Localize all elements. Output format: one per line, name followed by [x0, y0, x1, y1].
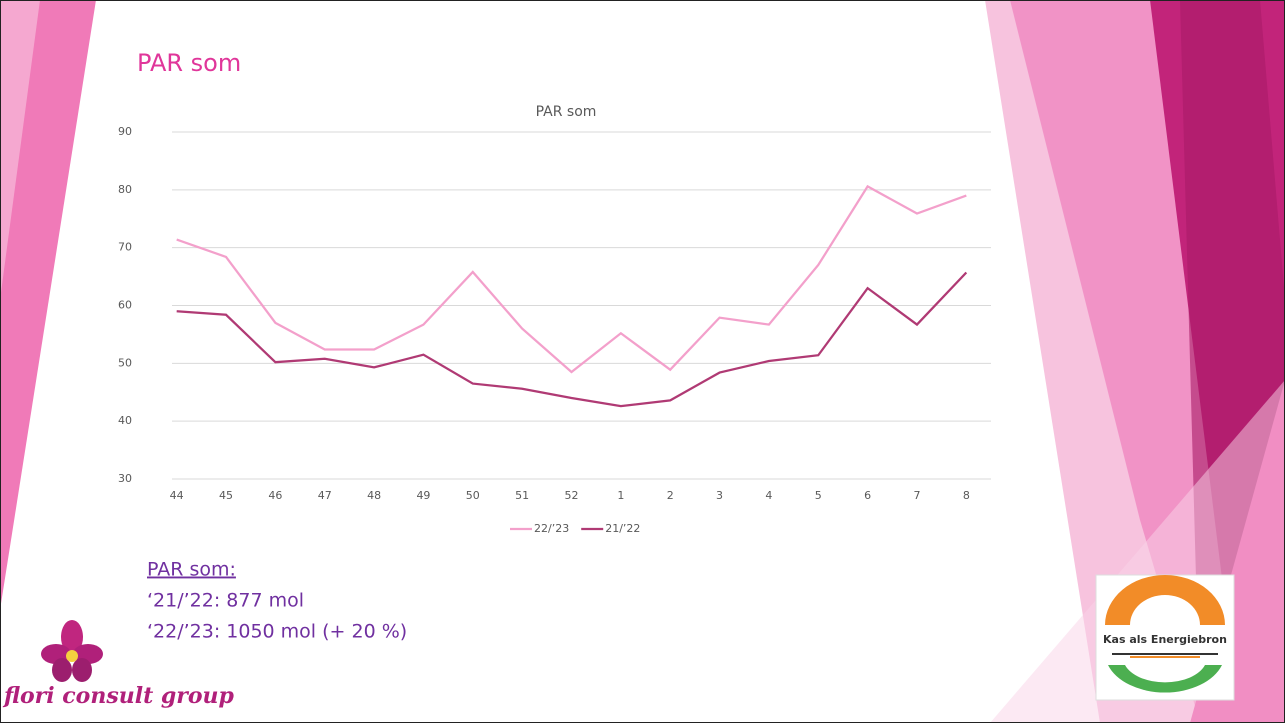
notes-heading: PAR som:	[147, 559, 236, 581]
right-logo	[1095, 574, 1235, 701]
notes-line: ‘21/’22: 877 mol	[147, 590, 304, 612]
x-tick-label: 44	[170, 489, 184, 502]
x-tick-label: 4	[765, 489, 772, 502]
x-tick-label: 7	[913, 489, 920, 502]
y-tick-label: 40	[118, 414, 132, 427]
x-tick-label: 45	[219, 489, 233, 502]
legend-label: 22/’23	[534, 522, 569, 535]
notes-line: ‘22/’23: 1050 mol (+ 20 %)	[147, 621, 407, 643]
x-tick-label: 1	[617, 489, 624, 502]
y-tick-label: 90	[118, 125, 132, 138]
left-logo-text: flori consult group	[2, 683, 235, 709]
decor-left2	[0, 0, 40, 300]
series-line	[176, 184, 967, 374]
x-tick-label: 8	[963, 489, 970, 502]
y-tick-label: 50	[118, 356, 132, 369]
x-tick-label: 51	[515, 489, 529, 502]
legend-label: 21/’22	[605, 522, 640, 535]
y-tick-label: 60	[118, 299, 132, 312]
x-tick-label: 48	[367, 489, 381, 502]
x-tick-label: 46	[268, 489, 282, 502]
x-tick-label: 49	[416, 489, 430, 502]
series-line	[176, 271, 968, 408]
x-tick-label: 47	[318, 489, 332, 502]
x-tick-label: 3	[716, 489, 723, 502]
x-tick-label: 2	[667, 489, 674, 502]
flower-logo	[41, 620, 103, 682]
decor-left	[0, 0, 96, 610]
x-tick-label: 52	[565, 489, 579, 502]
chart-title: PAR som	[536, 104, 597, 120]
right-logo-text: Kas als Energiebron	[1103, 633, 1227, 646]
y-tick-label: 80	[118, 183, 132, 196]
y-tick-label: 70	[118, 241, 132, 254]
x-tick-label: 50	[466, 489, 480, 502]
x-tick-label: 6	[864, 489, 871, 502]
slide-title: PAR som	[137, 49, 241, 77]
y-tick-label: 30	[118, 472, 132, 485]
x-tick-label: 5	[815, 489, 822, 502]
